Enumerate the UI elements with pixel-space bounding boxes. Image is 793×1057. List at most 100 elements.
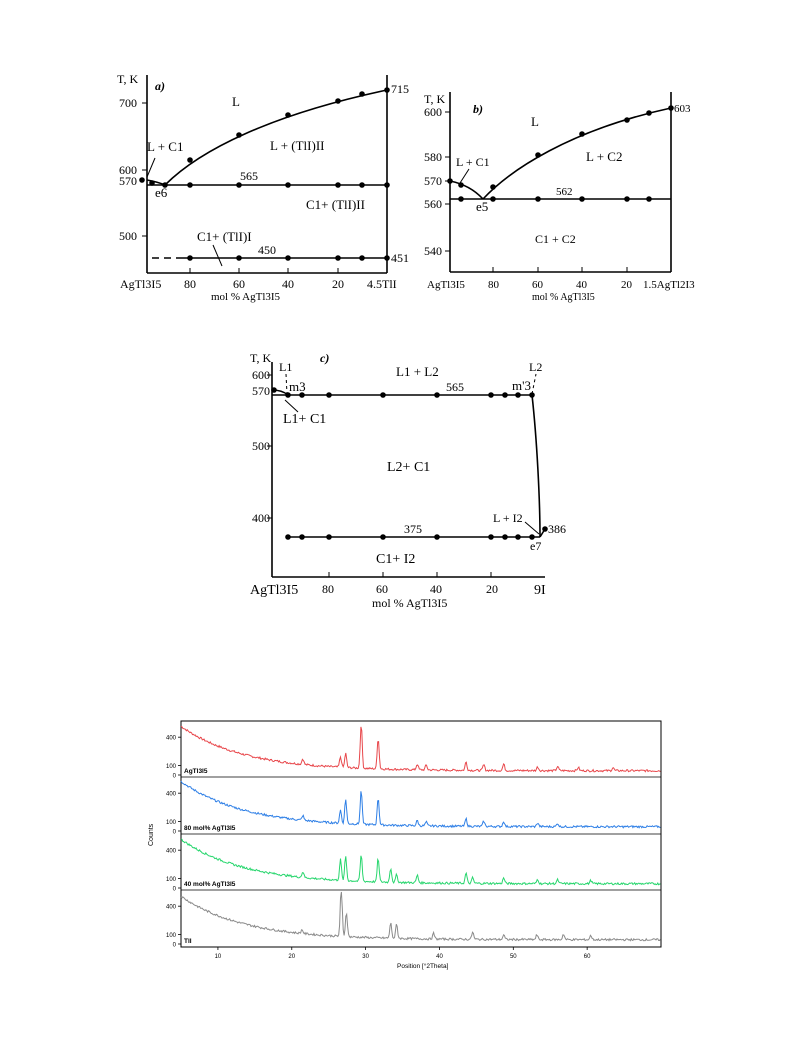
- panel-label-tli: TlI: [184, 938, 192, 945]
- region-L2-c: L2: [529, 360, 542, 374]
- xrd-series-line-4: [180, 891, 661, 942]
- y-tick-500-c: 500: [252, 439, 270, 453]
- region-L1-C1: L1+ C1: [283, 412, 326, 427]
- region-L-C1-a: L + C1: [147, 139, 183, 154]
- data-points-b: [447, 105, 674, 202]
- x-tick-60-b: 60: [532, 279, 544, 291]
- temp-386: 386: [548, 522, 566, 536]
- temp-375: 375: [404, 522, 422, 536]
- x-label-a: mol % AgTl3I5: [211, 291, 281, 303]
- xrd-y-tick-label: 100: [166, 877, 177, 883]
- eutectic-label-b: e5: [476, 199, 488, 214]
- x-tick-end-b: 1.5AgTl2I3: [643, 279, 695, 291]
- y-tick-400-c: 400: [252, 511, 270, 525]
- region-C1-C2-b: C1 + C2: [535, 232, 576, 246]
- xrd-y-tick-label: 0: [173, 943, 177, 949]
- xrd-series-line-2: [180, 780, 661, 829]
- y-tick-570-b: 570: [424, 174, 442, 188]
- x-label-b: mol % AgTl3I5: [532, 292, 595, 303]
- xrd-y-tick-label: 100: [166, 764, 177, 770]
- region-L-TlI-a: L + (TlI)II: [270, 138, 325, 153]
- x-tick-start-a: AgTl3I5: [120, 277, 161, 291]
- temp-450: 450: [258, 243, 276, 257]
- y-tick-500: 500: [119, 229, 137, 243]
- x-tick-40-a: 40: [282, 277, 294, 291]
- y-tick-570-c: 570: [252, 384, 270, 398]
- xrd-x-tick-label: 30: [362, 954, 369, 960]
- xrd-y-tick-label: 0: [173, 774, 177, 780]
- point-m3: m3: [289, 379, 306, 394]
- liquidus-left-b: [449, 180, 484, 200]
- y-title-a: T, K: [117, 72, 138, 86]
- liquidus-right-c: [531, 394, 541, 538]
- xrd-x-ticks: 10 20 30 40 50 60: [215, 947, 591, 960]
- data-points-a: [139, 87, 390, 261]
- region-L2-C1: L2+ C1: [387, 460, 430, 475]
- x-tick-20-b: 20: [621, 279, 633, 291]
- xrd-x-tick-label: 10: [215, 954, 222, 960]
- temp-603: 603: [674, 103, 691, 115]
- xrd-y-tick-label: 400: [166, 849, 177, 855]
- y-tick-540-b: 540: [424, 244, 442, 258]
- xrd-y-tick-label: 400: [166, 905, 177, 911]
- xrd-x-tick-label: 40: [436, 954, 443, 960]
- y-title-b: T, K: [424, 92, 445, 106]
- x-tick-start-c: AgTl3I5: [250, 583, 298, 598]
- xrd-series-line-3: [180, 838, 661, 886]
- xrd-y-tick-label: 0: [173, 830, 177, 836]
- panel-label-40mol: 40 mol% AgTl3I5: [184, 881, 236, 888]
- region-L-a: L: [232, 94, 240, 109]
- temp-565-c: 565: [446, 380, 464, 394]
- y-tick-600-b: 600: [424, 105, 442, 119]
- y-tick-600-c: 600: [252, 368, 270, 382]
- panel-label-a: a): [155, 79, 165, 93]
- xrd-x-tick-label: 20: [288, 954, 295, 960]
- liquidus-right-a: [164, 89, 388, 186]
- region-L-I2: L + I2: [493, 511, 523, 525]
- temp-562: 562: [556, 186, 573, 198]
- x-tick-60-c: 60: [376, 582, 388, 596]
- xrd-x-tick-label: 60: [584, 954, 591, 960]
- xrd-y-tick-label: 100: [166, 933, 177, 939]
- region-L1-c: L1: [279, 360, 292, 374]
- temp-715: 715: [391, 82, 409, 96]
- y-tick-570: 570: [119, 174, 137, 188]
- temp-451: 451: [391, 251, 409, 265]
- x-tick-20-a: 20: [332, 277, 344, 291]
- xrd-x-axis-label: Position [°2Theta]: [397, 962, 449, 970]
- xrd-y-tick-label: 100: [166, 820, 177, 826]
- region-C1-TlI-II-a: C1+ (TlI)II: [306, 197, 365, 212]
- y-tick-560-b: 560: [424, 197, 442, 211]
- eutectic-label-a: e6: [155, 185, 168, 200]
- x-tick-60-a: 60: [233, 277, 245, 291]
- xrd-series-line-1: [180, 725, 661, 773]
- region-L-C1-b: L + C1: [456, 155, 490, 169]
- xrd-x-tick-label: 50: [510, 954, 517, 960]
- point-m3-prime: m'3: [512, 378, 531, 393]
- panel-label-agtl3i5: AgTl3I5: [184, 768, 208, 775]
- region-L-b: L: [531, 114, 539, 129]
- region-L1-L2: L1 + L2: [396, 364, 439, 379]
- eutectic-label-c: e7: [530, 539, 541, 553]
- panel-label-b: b): [473, 102, 483, 116]
- x-tick-20-c: 20: [486, 582, 498, 596]
- panel-label-80mol: 80 mol% AgTl3I5: [184, 825, 236, 832]
- xrd-y-tick-label: 0: [173, 887, 177, 893]
- xrd-y-tick-label: 400: [166, 736, 177, 742]
- y-tick-580-b: 580: [424, 150, 442, 164]
- x-tick-end-c: 9I: [534, 583, 546, 598]
- data-points-c: [271, 387, 548, 540]
- region-L-C2-b: L + C2: [586, 149, 622, 164]
- x-tick-80-a: 80: [184, 277, 196, 291]
- region-C1-I2: C1+ I2: [376, 552, 415, 567]
- x-tick-end-a: 4.5TlI: [367, 277, 397, 291]
- xrd-y-tick-label: 400: [166, 792, 177, 798]
- x-tick-start-b: AgTl3I5: [427, 279, 465, 291]
- x-tick-80-c: 80: [322, 582, 334, 596]
- xrd-series-group: [180, 725, 661, 942]
- y-tick-700: 700: [119, 96, 137, 110]
